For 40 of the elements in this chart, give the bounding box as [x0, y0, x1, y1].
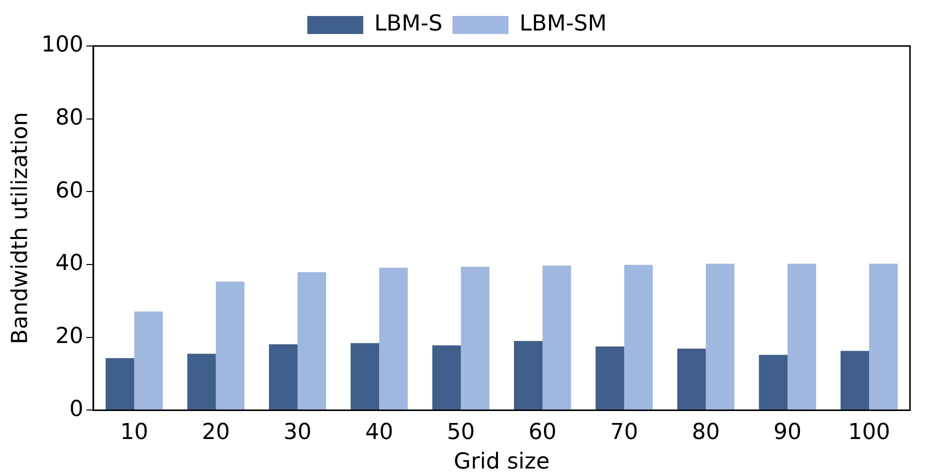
- bar: [788, 264, 816, 410]
- x-tick-label: 90: [774, 420, 802, 446]
- bar: [187, 354, 216, 410]
- legend-label: LBM-S: [374, 12, 443, 37]
- bar: [706, 264, 734, 410]
- y-tick-label: 20: [55, 324, 84, 350]
- y-tick-label: 0: [69, 396, 84, 422]
- bar: [460, 266, 490, 410]
- x-tick-label: 40: [365, 420, 394, 446]
- bar: [840, 350, 870, 410]
- bar: [677, 348, 706, 410]
- y-tick-label: 100: [41, 32, 84, 58]
- bar: [542, 266, 572, 410]
- bar: [298, 272, 326, 410]
- x-tick-label: 20: [202, 420, 230, 446]
- bar: [350, 343, 380, 410]
- bar: [379, 268, 408, 410]
- y-tick-label: 60: [55, 178, 84, 204]
- bar: [106, 358, 134, 410]
- x-tick-label: 50: [446, 420, 475, 446]
- y-tick-label: 40: [55, 251, 84, 276]
- bar: [216, 282, 244, 410]
- x-tick-label: 60: [528, 420, 557, 446]
- x-tick-label: 100: [848, 420, 890, 446]
- bar: [514, 341, 543, 410]
- bar: [869, 264, 898, 410]
- x-tick-label: 70: [610, 420, 638, 446]
- legend-label: LBM-SM: [520, 12, 607, 37]
- bar: [268, 344, 298, 410]
- bar: [624, 264, 653, 410]
- bar: [596, 346, 624, 410]
- bar: [758, 354, 788, 410]
- bar: [134, 312, 163, 410]
- x-tick-label: 80: [692, 420, 720, 446]
- x-tick-label: 10: [120, 420, 148, 446]
- x-axis-title: Grid size: [454, 450, 550, 475]
- y-tick-label: 80: [55, 106, 84, 131]
- bar: [432, 345, 461, 410]
- y-axis-title: Bandwidth utilization: [8, 112, 33, 344]
- x-tick-label: 30: [284, 420, 312, 446]
